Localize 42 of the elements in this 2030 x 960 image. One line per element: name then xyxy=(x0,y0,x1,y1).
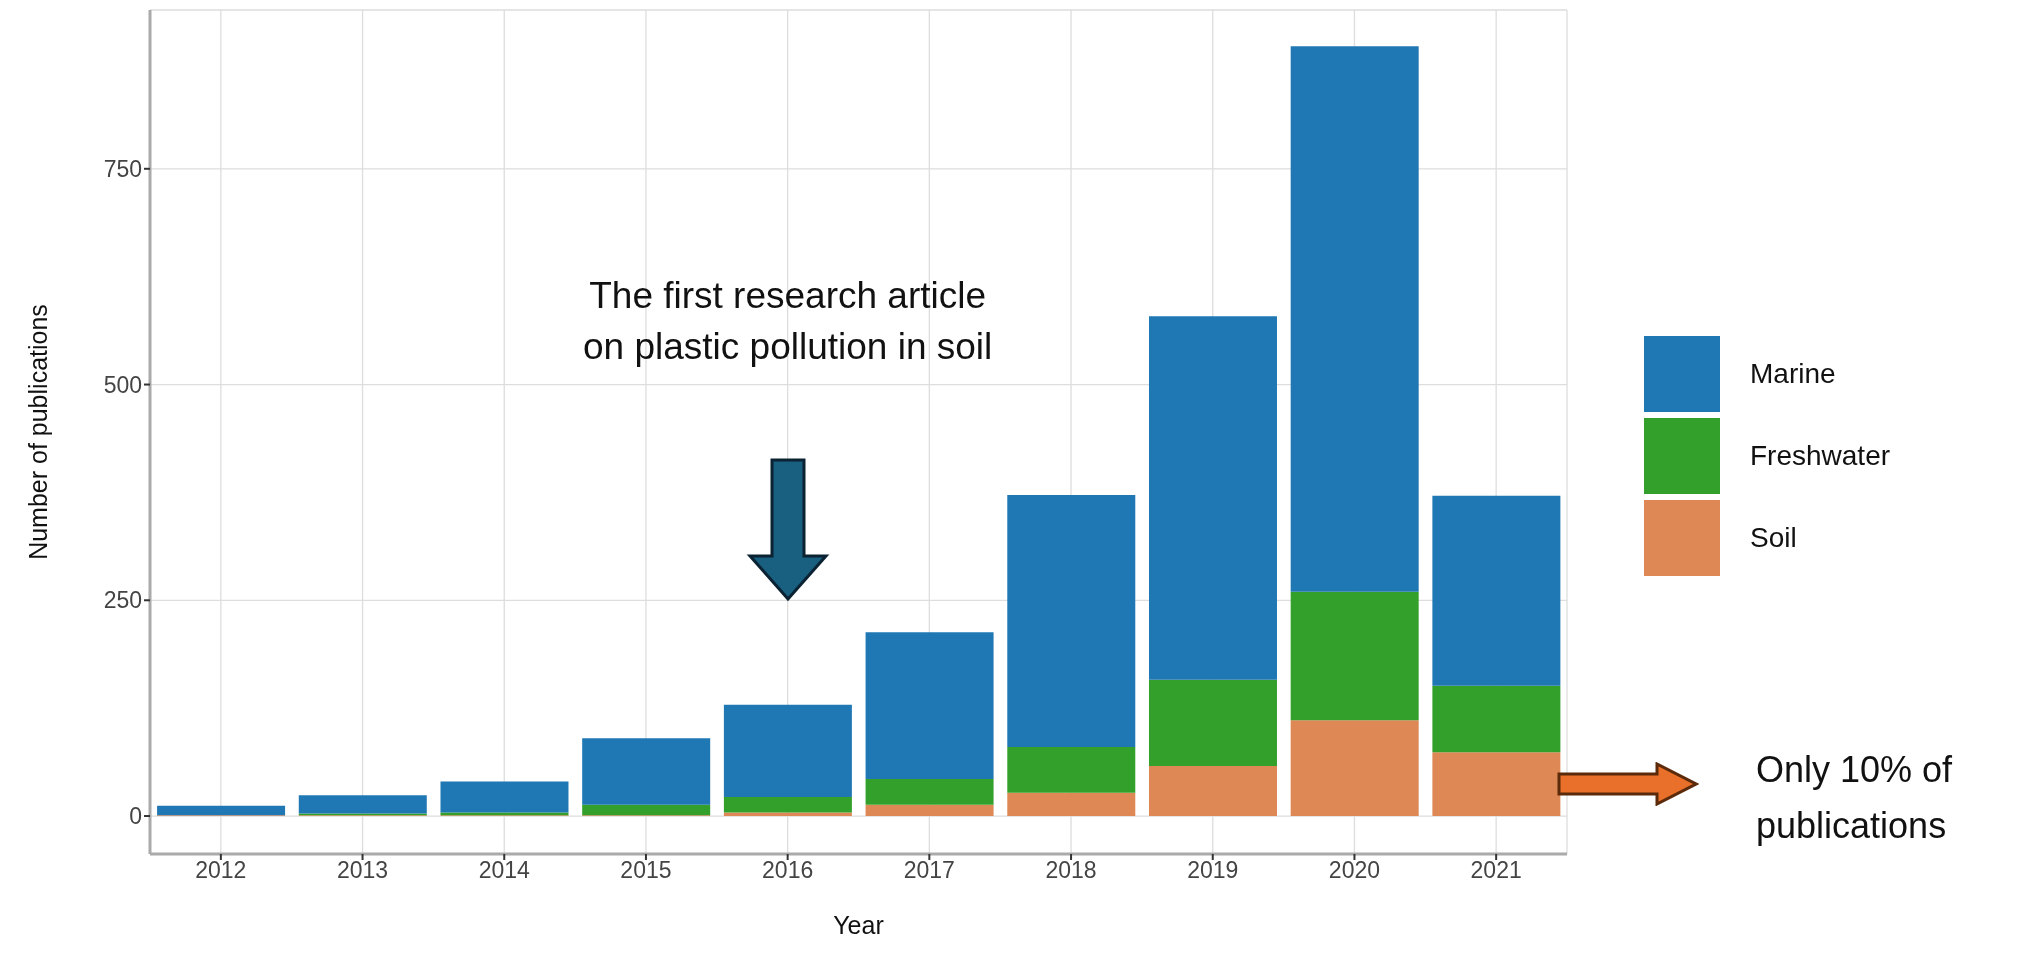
annotation: The first research article on plastic pollution in soil xyxy=(582,274,994,370)
bar xyxy=(157,805,286,816)
x-tick-label: 2013 xyxy=(336,857,389,884)
bar xyxy=(723,704,852,798)
x-tick-label: 2021 xyxy=(1470,857,1522,884)
bar xyxy=(1148,765,1277,817)
bar xyxy=(865,804,994,817)
bar xyxy=(865,778,994,805)
bar xyxy=(1290,591,1419,721)
x-tick-label: 2020 xyxy=(1328,857,1381,884)
bar xyxy=(1432,685,1561,753)
x-axis-title: Year xyxy=(833,911,884,939)
y-tick-label: 0 xyxy=(129,803,142,830)
x-tick-label: 2016 xyxy=(762,857,814,884)
x-tick-label: 2017 xyxy=(903,857,955,884)
x-tick-label: 2018 xyxy=(1045,857,1097,884)
bar xyxy=(1148,679,1277,766)
bar xyxy=(723,797,852,813)
x-tick-label: 2012 xyxy=(195,857,247,884)
bar xyxy=(1290,46,1419,592)
bar xyxy=(1007,495,1136,747)
text: Only 10% of publications xyxy=(1756,748,1954,848)
x-tick-label: 2015 xyxy=(620,857,672,884)
y-tick-label: 500 xyxy=(103,371,142,398)
bar xyxy=(1432,495,1561,686)
bar xyxy=(298,795,427,814)
y-axis-title: Number of publications xyxy=(23,304,52,560)
bar xyxy=(865,632,994,779)
x-tick-label: 2014 xyxy=(478,857,531,884)
x-tick-label: 2019 xyxy=(1187,857,1239,884)
bar xyxy=(582,804,711,816)
bar xyxy=(582,738,711,805)
bar xyxy=(1007,746,1136,793)
bar xyxy=(1007,792,1136,817)
y-tick-label: 750 xyxy=(103,155,142,182)
bar xyxy=(1290,720,1419,817)
text: Soil xyxy=(1750,522,1797,554)
bar xyxy=(440,781,569,813)
text: Marine xyxy=(1750,358,1836,390)
y-tick-label: 250 xyxy=(103,587,142,614)
bar xyxy=(1148,316,1277,680)
text: Freshwater xyxy=(1750,440,1891,472)
